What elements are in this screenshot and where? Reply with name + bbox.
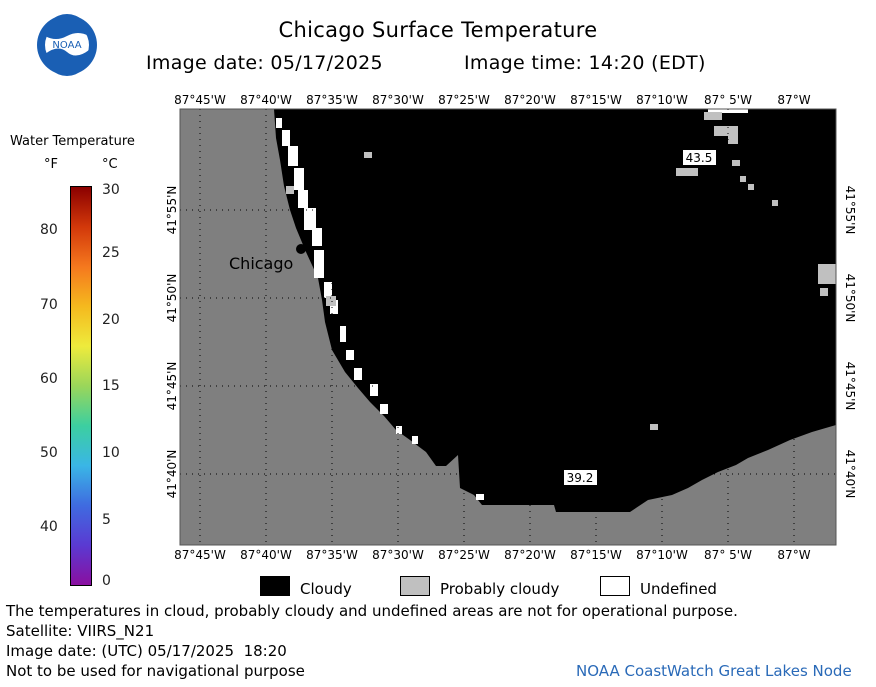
graticule [180, 109, 836, 545]
scale-fahrenheit-label: °F [44, 157, 58, 172]
chicago-marker [296, 244, 306, 254]
c-tick: 15 [102, 378, 120, 394]
f-tick: 60 [40, 371, 58, 387]
temp-label-bg [564, 470, 597, 485]
f-tick: 50 [40, 445, 58, 461]
lon-label-top: 87°45'W [174, 93, 226, 107]
scale-celsius-label: °C [102, 157, 118, 172]
lon-label-bottom: 87°W [777, 548, 810, 562]
utc-date-text: Image date: (UTC) 05/17/2025 18:20 [6, 642, 287, 660]
legend-cloudy-label: Cloudy [300, 580, 352, 598]
c-tick: 25 [102, 245, 120, 261]
lon-label-bottom: 87°40'W [240, 548, 292, 562]
legend-probably-cloudy-label: Probably cloudy [440, 580, 560, 598]
logo-text: NOAA [52, 40, 81, 51]
undefined-pixels [276, 109, 748, 500]
legend-undefined-swatch [600, 576, 630, 596]
satellite-text: Satellite: VIIRS_N21 [6, 622, 155, 640]
temperature-colorbar [70, 186, 92, 586]
f-tick: 40 [40, 519, 58, 535]
legend-cloudy-swatch [260, 576, 290, 596]
legend-probably-cloudy-swatch [400, 576, 430, 596]
lon-label-top: 87°10'W [636, 93, 688, 107]
temp-label: 39.2 [567, 471, 594, 485]
disclaimer-text: The temperatures in cloud, probably clou… [6, 602, 738, 620]
lon-label-bottom: 87°30'W [372, 548, 424, 562]
image-date: Image date: 05/17/2025 [146, 52, 383, 74]
city-label: Chicago [229, 254, 293, 273]
navigation-note: Not to be used for navigational purpose [6, 662, 305, 680]
legend-undefined-label: Undefined [640, 580, 717, 598]
lon-label-bottom: 87°25'W [438, 548, 490, 562]
lon-label-top: 87°25'W [438, 93, 490, 107]
temp-label: 43.5 [686, 151, 713, 165]
f-tick: 70 [40, 297, 58, 313]
lat-label-right: 41°50'N [843, 274, 857, 323]
lon-label-bottom: 87°10'W [636, 548, 688, 562]
lon-label-top: 87°15'W [570, 93, 622, 107]
lat-label-right: 41°45'N [843, 362, 857, 411]
probably-cloudy-pixels [286, 112, 836, 430]
lon-label-top: 87° 5'W [704, 93, 752, 107]
page-title: Chicago Surface Temperature [278, 18, 598, 42]
noaa-logo-icon: NOAA [37, 14, 97, 76]
lat-label-right: 41°40'N [843, 450, 857, 499]
lon-label-top: 87°30'W [372, 93, 424, 107]
lon-label-top: 87°W [777, 93, 810, 107]
lon-label-bottom: 87°20'W [504, 548, 556, 562]
c-tick: 20 [102, 312, 120, 328]
temp-label-bg [683, 150, 716, 165]
lon-label-top: 87°40'W [240, 93, 292, 107]
c-tick: 30 [102, 182, 120, 198]
map-frame [179, 108, 837, 546]
c-tick: 10 [102, 445, 120, 461]
lat-label-left: 41°40'N [165, 450, 179, 499]
scale-title: Water Temperature [10, 134, 135, 149]
c-tick: 5 [102, 512, 111, 528]
lat-label-left: 41°55'N [165, 186, 179, 235]
lat-label-left: 41°45'N [165, 362, 179, 411]
lat-label-right: 41°55'N [843, 186, 857, 235]
lon-label-bottom: 87°35'W [306, 548, 358, 562]
lon-label-top: 87°35'W [306, 93, 358, 107]
lon-label-bottom: 87°15'W [570, 548, 622, 562]
lon-label-bottom: 87°45'W [174, 548, 226, 562]
credit-text: NOAA CoastWatch Great Lakes Node [576, 662, 852, 680]
lon-label-top: 87°20'W [504, 93, 556, 107]
lat-label-left: 41°50'N [165, 274, 179, 323]
image-time: Image time: 14:20 (EDT) [464, 52, 706, 74]
c-tick: 0 [102, 573, 111, 589]
f-tick: 80 [40, 222, 58, 238]
lon-label-bottom: 87° 5'W [704, 548, 752, 562]
